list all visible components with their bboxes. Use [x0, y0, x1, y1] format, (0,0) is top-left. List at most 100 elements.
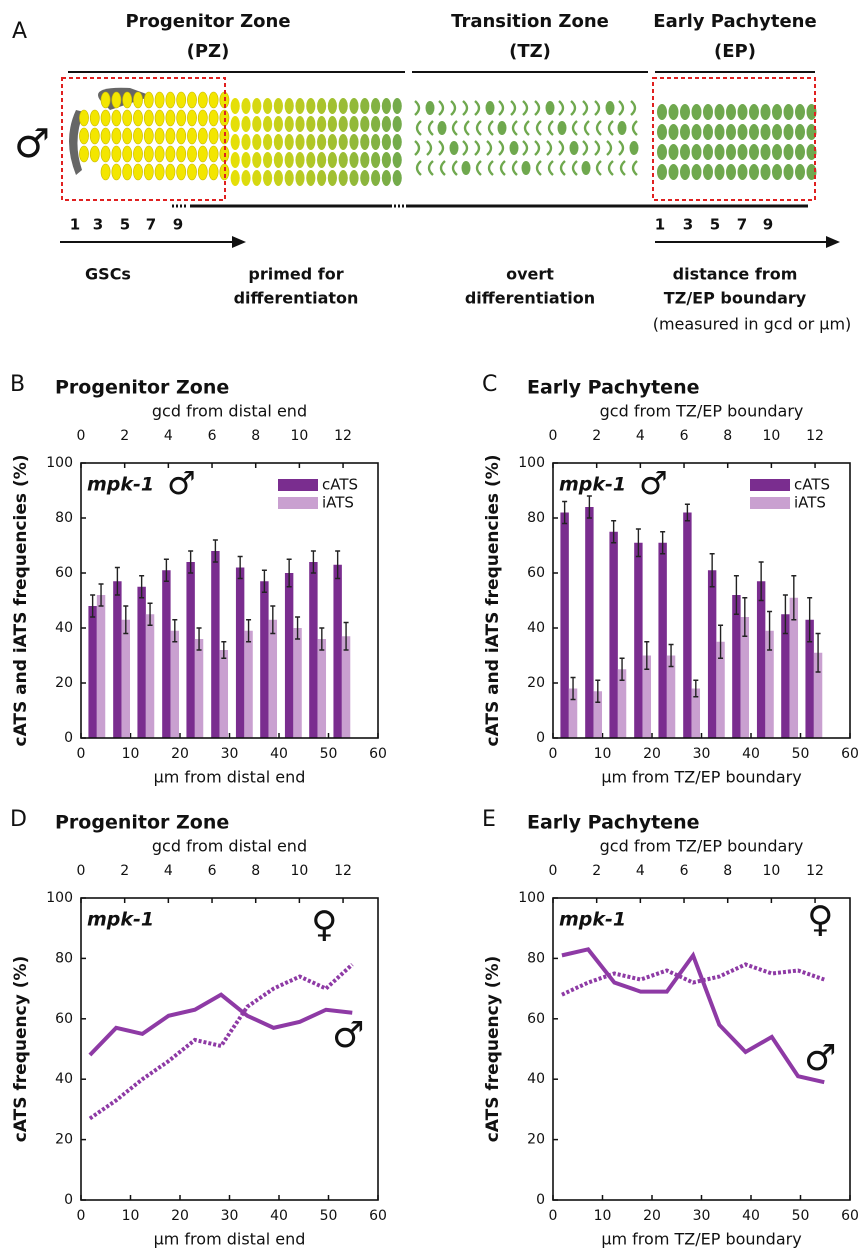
cell-number: 3 — [93, 216, 103, 234]
x2-axis-label: gcd from TZ/EP boundary — [600, 402, 804, 421]
zone-box — [652, 77, 816, 201]
cell — [474, 140, 481, 156]
cell — [360, 98, 370, 114]
cell — [154, 109, 165, 127]
cell — [606, 140, 613, 156]
annotation: mpk-1 — [559, 474, 626, 496]
y-tick-label: 20 — [55, 675, 73, 691]
cell — [133, 145, 143, 163]
cell — [522, 140, 529, 156]
cell — [327, 116, 337, 132]
y-tick-label: 80 — [527, 510, 545, 526]
cell — [295, 170, 305, 186]
cell — [252, 134, 262, 150]
y-axis-label: cATS frequency (%) — [11, 956, 31, 1143]
stage-label: primed for — [248, 265, 343, 284]
stage-label: TZ/EP boundary — [664, 289, 807, 308]
error-bar — [163, 558, 169, 582]
cell — [737, 124, 748, 140]
cell — [349, 98, 359, 114]
cell — [783, 164, 794, 180]
cell — [381, 152, 391, 168]
cell — [111, 91, 122, 109]
cell — [414, 100, 421, 116]
cell — [392, 116, 402, 132]
cell — [657, 164, 667, 180]
cell — [252, 170, 262, 186]
error-bar — [791, 575, 797, 621]
cell — [208, 145, 219, 163]
cell — [414, 140, 421, 156]
line — [88, 992, 353, 1057]
annotation: mpk-1 — [87, 474, 154, 496]
cell — [111, 145, 122, 163]
arrow-head — [232, 236, 246, 248]
x-axis-label: µm from distal end — [154, 1230, 306, 1249]
stage-label: differentiation — [465, 289, 595, 308]
bar — [789, 597, 799, 738]
cell — [208, 127, 219, 145]
bar — [756, 581, 766, 738]
cell — [317, 98, 327, 114]
bar — [568, 688, 578, 738]
cell — [629, 141, 639, 155]
cell — [197, 109, 208, 127]
x-tick-label: 30 — [221, 746, 239, 762]
error-bar — [319, 627, 325, 651]
y-tick-label: 20 — [55, 1132, 73, 1148]
error-bar — [270, 605, 276, 635]
bar — [707, 570, 717, 738]
cell — [230, 98, 240, 114]
bar — [691, 688, 701, 738]
bar — [235, 567, 245, 738]
cell — [783, 144, 794, 160]
x-tick-label: 10 — [594, 1208, 612, 1224]
error-bar — [123, 605, 129, 635]
cell — [176, 145, 187, 163]
cell — [571, 160, 578, 176]
chart-title: Progenitor Zone — [55, 812, 229, 834]
x-tick-label: 60 — [841, 1208, 859, 1224]
error-bar — [562, 500, 568, 525]
cell — [187, 91, 197, 109]
error-bar — [310, 550, 316, 574]
cell — [273, 170, 283, 186]
bar — [609, 531, 618, 738]
panel-label: E — [482, 807, 496, 832]
y-tick-label: 0 — [64, 730, 73, 746]
x-tick-label: 20 — [643, 1208, 661, 1224]
error-bar — [139, 575, 145, 599]
x2-tick-label: 2 — [592, 863, 601, 879]
cell — [111, 109, 122, 127]
bar — [585, 507, 594, 738]
x2-tick-label: 8 — [723, 428, 732, 444]
line — [88, 962, 354, 1121]
x-tick-label: 40 — [270, 746, 288, 762]
error-bar — [335, 550, 341, 580]
cell — [415, 160, 422, 176]
cell — [617, 121, 627, 135]
cell — [607, 120, 614, 136]
cell — [295, 134, 305, 150]
cell — [349, 116, 359, 132]
plot-frame — [552, 897, 851, 1201]
cell — [691, 104, 702, 120]
x2-tick-label: 12 — [334, 863, 352, 879]
x-tick-label: 20 — [171, 1208, 189, 1224]
legend-label: iATS — [794, 494, 826, 512]
cell — [475, 160, 482, 176]
y-tick-label: 20 — [527, 675, 545, 691]
cell — [252, 152, 262, 168]
cell — [381, 134, 391, 150]
cell — [714, 144, 725, 160]
bar — [765, 630, 774, 738]
cell — [165, 91, 176, 109]
cell — [338, 134, 348, 150]
plot-frame — [552, 462, 851, 739]
cell — [100, 91, 111, 109]
sex-symbol: ♂ — [167, 464, 196, 502]
cell — [392, 134, 402, 150]
cell — [392, 98, 402, 114]
cell — [772, 144, 782, 160]
cell — [558, 100, 565, 116]
